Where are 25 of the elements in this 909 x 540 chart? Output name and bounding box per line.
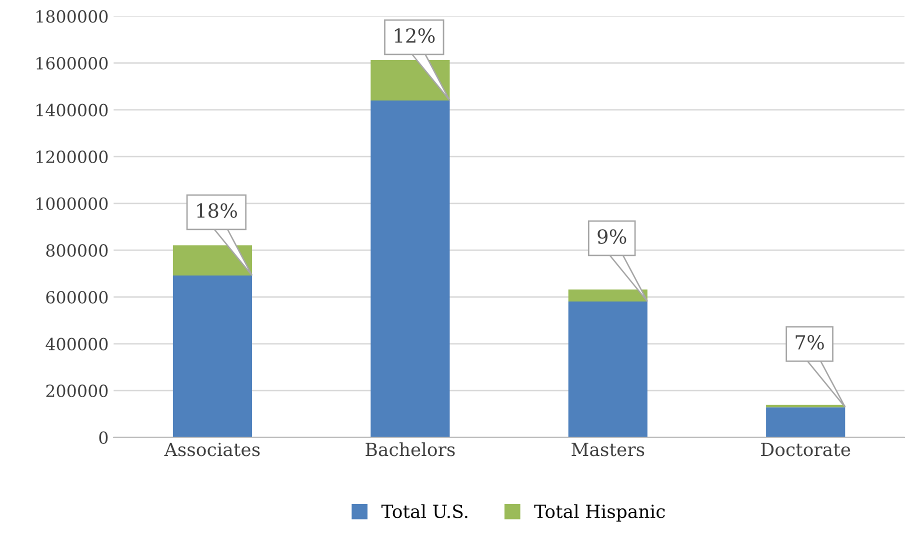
y-tick-label: 1000000 <box>36 197 108 210</box>
y-tick-label: 1200000 <box>36 150 108 164</box>
y-tick-label: 800000 <box>46 244 108 257</box>
x-tick-label: Associates <box>164 442 260 456</box>
bar <box>766 407 846 438</box>
y-tick-label: 1800000 <box>36 10 108 23</box>
y-tick-label: 200000 <box>46 384 108 398</box>
annotation: 7% <box>796 334 824 350</box>
annotation: 12% <box>394 28 435 43</box>
bar <box>172 275 252 438</box>
y-tick-label: 0 <box>99 431 108 444</box>
y-tick-label: 600000 <box>46 290 108 304</box>
x-tick-label: Doctorate <box>761 442 850 456</box>
x-tick-label: Masters <box>572 442 644 456</box>
y-tick-label: 400000 <box>46 338 108 350</box>
bar <box>568 290 648 302</box>
y-tick-label: 1600000 <box>36 56 108 70</box>
y-tick-label: 1400000 <box>36 104 108 116</box>
annotation: 18% <box>197 203 237 218</box>
bar <box>370 100 450 438</box>
legend-label: Total U.S. <box>381 504 468 518</box>
bar <box>568 301 648 438</box>
annotation: 9% <box>598 229 626 244</box>
x-tick-label: Bachelors <box>366 442 455 456</box>
legend-label: Total Hispanic <box>534 504 665 522</box>
